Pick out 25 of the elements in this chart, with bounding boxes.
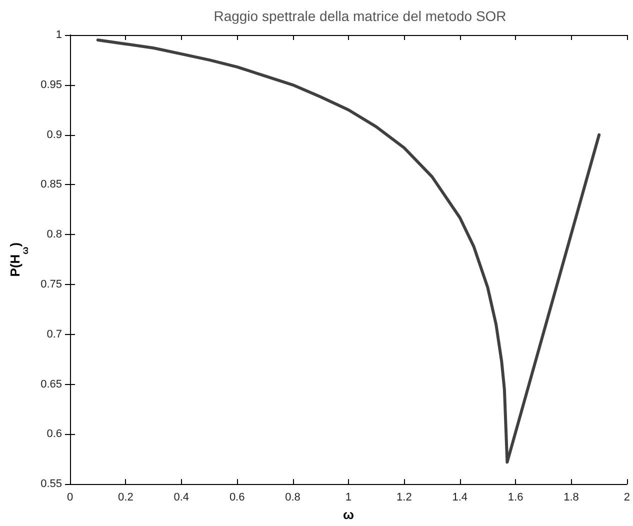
x-tick-label: 1 bbox=[345, 492, 352, 504]
x-axis-title: ω bbox=[342, 507, 354, 522]
x-tick-label: 0.6 bbox=[229, 492, 245, 504]
y-axis-title: P(Hω) bbox=[8, 242, 30, 277]
y-tick-label: 0.6 bbox=[46, 428, 62, 440]
chart-title: Raggio spettrale della matrice del metodo SOR bbox=[214, 8, 506, 24]
x-tick-label: 1.6 bbox=[508, 492, 524, 504]
x-tick-label: 2 bbox=[624, 492, 630, 504]
x-tick-label: 0.8 bbox=[285, 492, 300, 504]
x-tick-label: 1.4 bbox=[452, 492, 468, 504]
y-tick-label: 0.55 bbox=[40, 478, 62, 490]
y-tick-label: 0.8 bbox=[46, 228, 62, 241]
x-tick-label: 0.2 bbox=[118, 492, 134, 504]
y-tick-label: 0.75 bbox=[40, 278, 62, 290]
y-tick-label: 0.9 bbox=[46, 128, 62, 141]
y-tick-label: 0.7 bbox=[46, 328, 62, 340]
y-tick-label: 0.65 bbox=[40, 378, 62, 390]
x-tick-label: 0 bbox=[66, 492, 74, 504]
line-series bbox=[96, 38, 601, 464]
y-tick-label: 0.95 bbox=[40, 78, 62, 91]
x-tick-label: 1.8 bbox=[564, 492, 579, 504]
x-tick-label: 0.4 bbox=[174, 492, 190, 504]
y-tick-label: 1 bbox=[56, 29, 62, 41]
y-tick-label: 0.85 bbox=[40, 178, 62, 191]
x-tick-label: 1.2 bbox=[396, 492, 412, 504]
